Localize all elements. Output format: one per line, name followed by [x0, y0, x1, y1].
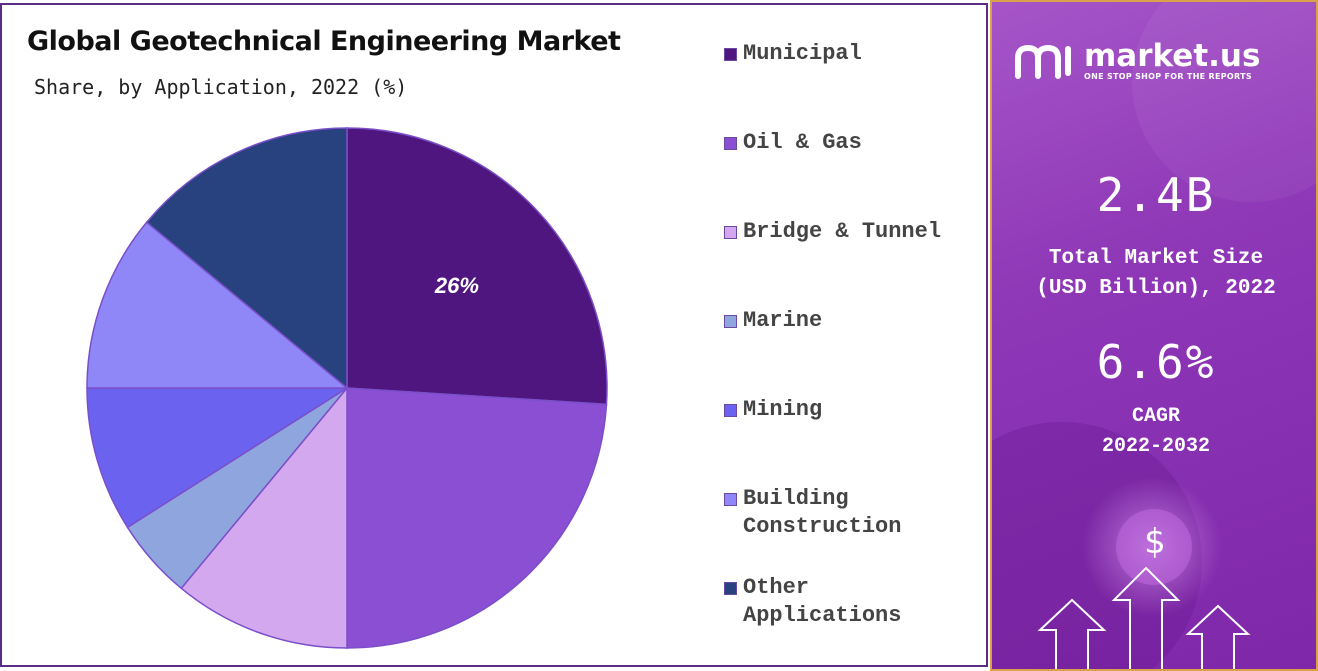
background-decoration [992, 2, 1316, 669]
legend-swatch [724, 226, 737, 239]
chart-subtitle: Share, by Application, 2022 (%) [34, 75, 408, 99]
legend-label: Marine [743, 308, 823, 333]
legend-label: Other Applications [743, 575, 902, 628]
pie-slice-municipal [346, 127, 608, 406]
pie-slice-oil-gas [346, 387, 608, 649]
legend-swatch [724, 404, 737, 417]
legend-label: Oil & Gas [743, 130, 862, 155]
market-us-logo: market.us ONE STOP SHOP FOR THE REPORTS [1014, 40, 1260, 82]
logo-name: market.us [1084, 38, 1261, 74]
pie-chart: 26% [86, 127, 608, 649]
legend-swatch [724, 48, 737, 61]
summary-panel: market.us ONE STOP SHOP FOR THE REPORTS … [990, 0, 1318, 671]
legend-label: Mining [743, 397, 823, 422]
legend-item-mining: Mining [724, 396, 983, 424]
legend-swatch [724, 493, 737, 506]
legend-label: Bridge & Tunnel [743, 219, 942, 244]
pie-slice-other-applications [145, 127, 348, 390]
legend-item-oil-gas: Oil & Gas [724, 129, 983, 157]
legend-swatch [724, 582, 737, 595]
pie-slice-bridge-tunnel [180, 385, 348, 649]
legend-item-bridge-tunnel: Bridge & Tunnel [724, 218, 983, 246]
legend-item-other-applications: Other Applications [724, 574, 983, 630]
dollar-icon: $ [1144, 522, 1168, 562]
cagr-value: 6.6% [1096, 335, 1216, 389]
data-label-municipal: 26% [434, 273, 479, 298]
legend-label: Municipal [743, 41, 862, 66]
legend-swatch [724, 315, 737, 328]
chart-title: Global Geotechnical Engineering Market [27, 26, 621, 57]
pie-slice-mining [86, 387, 350, 529]
legend-item-municipal: Municipal [724, 40, 983, 68]
cagr-label: CAGR 2022-2032 [1101, 405, 1211, 458]
pie-slice-building-construction [86, 221, 350, 389]
logo-mark-icon [1015, 44, 1071, 79]
legend-label: Building Construction [743, 486, 902, 539]
logo-tagline: ONE STOP SHOP FOR THE REPORTS [1084, 72, 1252, 81]
legend-swatch [724, 137, 737, 150]
arrow-up-icon [1037, 566, 1251, 669]
market-size-label: Total Market Size (USD Billion), 2022 [1036, 247, 1276, 300]
legend-item-marine: Marine [724, 307, 983, 335]
market-size-value: 2.4B [1096, 168, 1216, 222]
legend-item-building-construction: Building Construction [724, 485, 983, 541]
